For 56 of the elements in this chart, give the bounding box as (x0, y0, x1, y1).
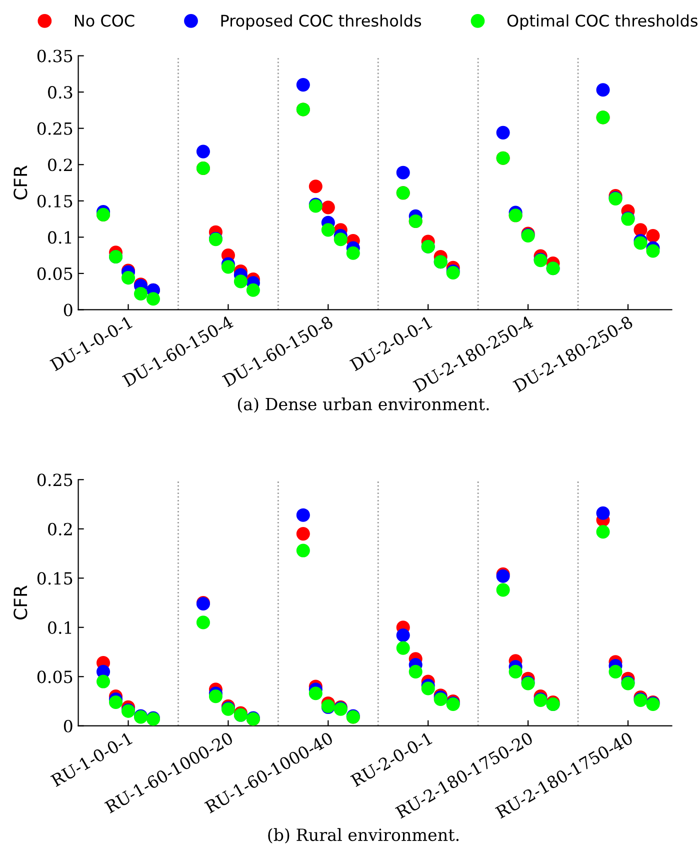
y-tick-label: 0.2 (48, 522, 72, 536)
point (396, 166, 410, 180)
text: (a) Dense urban environment. (238, 397, 489, 413)
point (296, 78, 310, 92)
point (596, 525, 610, 539)
point (496, 126, 510, 140)
point (196, 616, 210, 630)
y-tick-label: 0.15 (37, 194, 72, 208)
point (334, 232, 348, 246)
point (421, 682, 435, 696)
point (346, 246, 360, 260)
y-tick-label: 0 (64, 720, 72, 732)
point (208, 690, 222, 704)
point (109, 695, 123, 709)
point (96, 674, 110, 688)
point (508, 664, 522, 678)
y-tick-label: 0 (64, 304, 72, 316)
point (246, 283, 260, 297)
point (221, 260, 235, 274)
point (396, 628, 410, 642)
point (308, 180, 322, 194)
point (321, 200, 335, 214)
point (134, 287, 148, 301)
y-tick-label: 0.05 (37, 670, 72, 684)
point (496, 583, 510, 597)
point (596, 83, 610, 97)
point (308, 686, 322, 700)
point (408, 664, 422, 678)
y-tick-label: 0.15 (37, 572, 72, 585)
point (596, 506, 610, 520)
point (146, 292, 160, 306)
y-tick-label: 0.05 (37, 267, 72, 280)
point (646, 244, 660, 258)
y-tick-label: 0.1 (48, 621, 72, 634)
y-tick-label: 0.1 (48, 231, 72, 244)
point (646, 228, 660, 242)
text: (b) Rural environment. (268, 828, 459, 844)
point (396, 641, 410, 655)
point (608, 664, 622, 678)
y-tick-label: 0.2 (48, 158, 72, 172)
y-tick-label: 0.3 (48, 86, 72, 99)
point (296, 527, 310, 541)
y-axis-title: CFR (14, 585, 28, 620)
y-tick-label: 0.25 (37, 474, 72, 486)
legend-label: Optimal COC thresholds (507, 14, 698, 30)
y-tick-label: 0.25 (37, 122, 72, 135)
legend-label: No COC (74, 14, 134, 27)
point (296, 544, 310, 558)
y-axis-title: CFR (14, 166, 28, 200)
point (321, 223, 335, 237)
y-tick-label: 0.35 (37, 50, 72, 62)
point (234, 274, 248, 288)
point (196, 144, 210, 158)
legend-label: Proposed COC thresholds (221, 14, 422, 30)
point (296, 508, 310, 522)
point (121, 271, 136, 285)
